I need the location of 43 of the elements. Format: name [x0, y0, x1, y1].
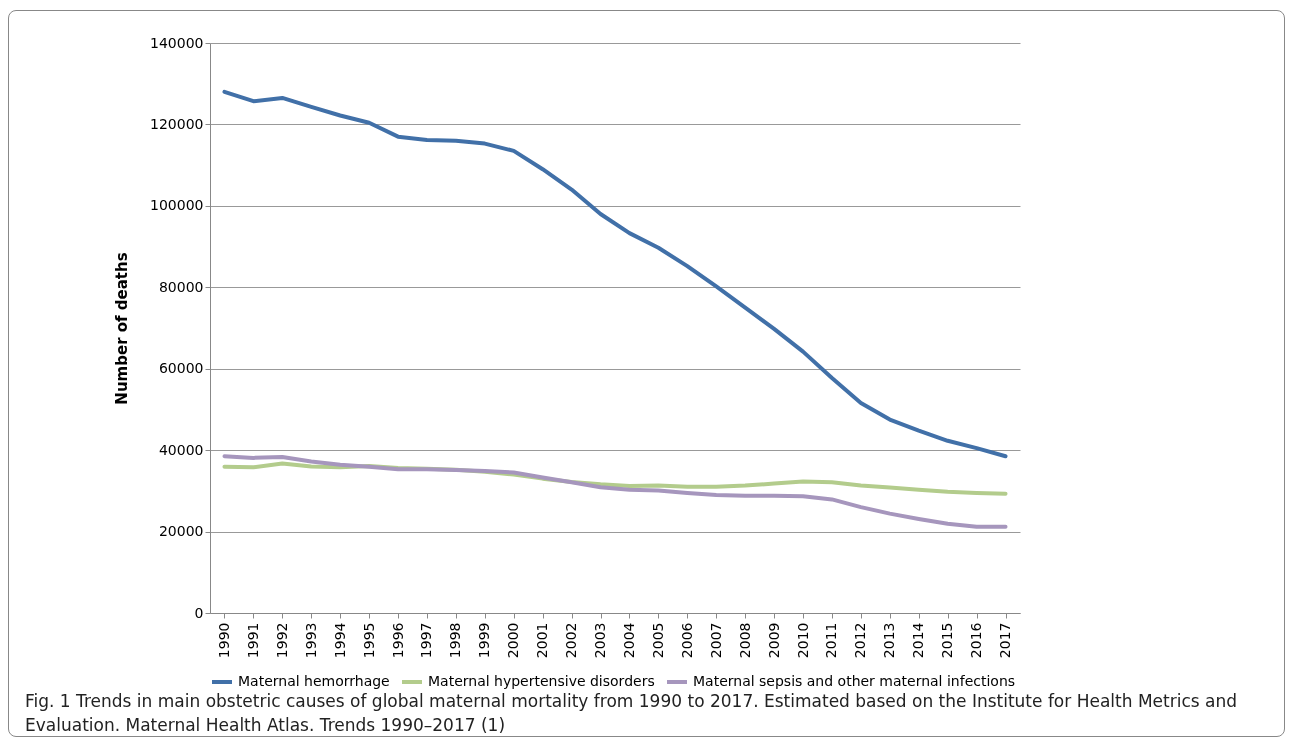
x-tick-label: 2003 [592, 622, 609, 659]
x-tick-label: 2016 [968, 622, 985, 659]
x-tick-label: 2002 [563, 622, 580, 659]
y-axis-title: Number of deaths [113, 252, 132, 405]
x-tick-label: 2004 [620, 622, 637, 659]
y-tick-label: 20000 [158, 523, 204, 540]
y-tick-label: 60000 [158, 360, 204, 377]
x-tick-label: 1997 [418, 622, 435, 659]
legend-label: Maternal hypertensive disorders [428, 673, 655, 689]
x-tick-label: 2011 [823, 622, 840, 659]
x-tick-label: 2008 [736, 622, 753, 659]
y-tick-label: 80000 [158, 278, 204, 295]
x-tick-label: 2010 [794, 622, 811, 659]
y-tick-label: 140000 [150, 34, 204, 51]
line-series [222, 89, 1008, 459]
y-tick-label: 120000 [150, 115, 204, 132]
x-tick-label: 2005 [649, 622, 666, 659]
x-tick-label: 1996 [389, 622, 406, 659]
x-tick-label: 1995 [360, 622, 377, 659]
x-tick-label: 1993 [302, 622, 319, 659]
legend-label: Maternal sepsis and other maternal infections [693, 673, 1016, 689]
x-tick-label: 2000 [505, 622, 522, 659]
x-tick-label: 2013 [881, 622, 898, 659]
legend-label: Maternal hemorrhage [238, 673, 390, 689]
x-tick-label: 1990 [215, 622, 232, 659]
line-series [222, 454, 1008, 529]
x-tick-label: 2015 [939, 622, 956, 659]
x-tick-label: 1991 [244, 622, 261, 659]
x-tick-label: 2009 [765, 622, 782, 659]
x-tick-label: 1999 [476, 622, 493, 659]
x-tick-label: 2006 [678, 622, 695, 659]
y-tick-label: 100000 [150, 197, 204, 214]
x-tick-label: 1998 [447, 622, 464, 659]
x-tick-label: 2014 [910, 622, 927, 659]
caption: Fig. 1 Trends in main obstetric causes of global maternal mortality from 1990 to 2017. Estimated based on the Institute for Health Metrics and Evaluation. Maternal Health Atlas. Trends 1990–2017 (1) [25, 690, 1238, 737]
x-tick-label: 1992 [273, 622, 290, 659]
y-tick-label: 40000 [158, 441, 204, 458]
x-tick-label: 2001 [534, 622, 551, 659]
x-tick-label: 2012 [852, 622, 869, 659]
x-tick-label: 2017 [997, 622, 1014, 659]
x-tick-label: 1994 [331, 622, 348, 659]
y-tick-label: 0 [194, 604, 204, 621]
x-tick-label: 2007 [707, 622, 724, 659]
